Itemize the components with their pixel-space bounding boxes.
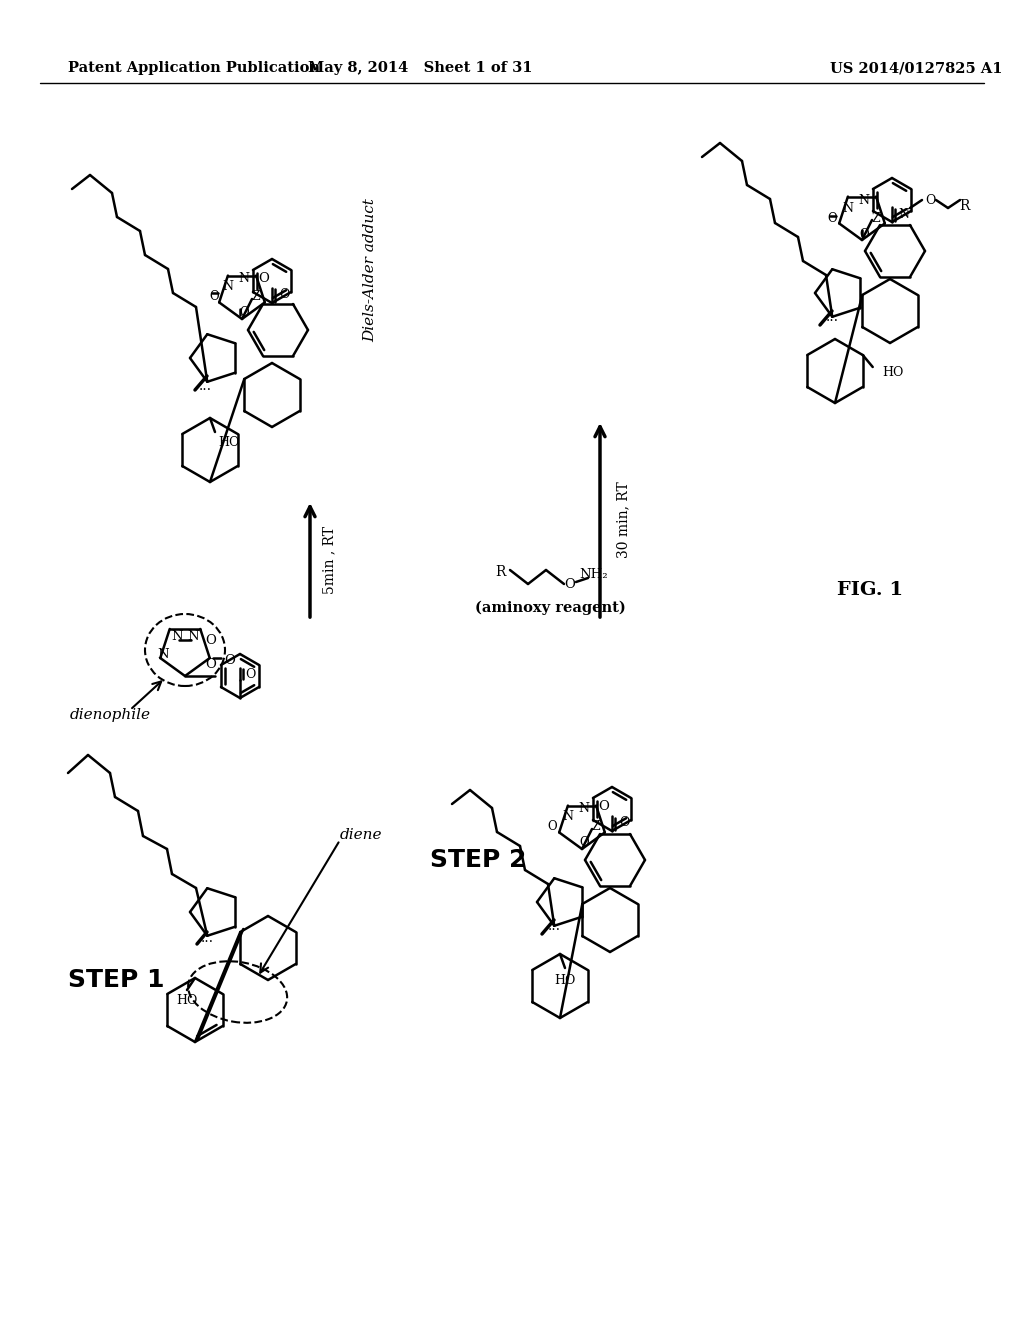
Text: Z: Z [592,821,600,833]
Text: (aminoxy reagent): (aminoxy reagent) [475,601,626,615]
Text: O: O [279,289,289,301]
Text: STEP 1: STEP 1 [68,968,165,993]
Text: N: N [562,810,573,824]
Text: HO: HO [883,367,904,380]
Text: O: O [564,578,575,590]
Text: O: O [245,668,255,681]
Text: O: O [259,272,269,285]
Text: N: N [898,207,909,220]
Text: O: O [206,657,216,671]
Text: ···: ··· [548,923,560,937]
Text: O: O [209,290,219,304]
Text: N: N [158,648,169,661]
Text: O: O [599,800,609,813]
Text: O: O [240,306,249,319]
Text: HO: HO [218,436,240,449]
Text: HO: HO [554,974,575,986]
Text: ···: ··· [199,383,212,397]
Text: O: O [618,817,629,829]
Text: R: R [495,565,505,579]
Text: Diels-Alder adduct: Diels-Alder adduct [362,198,377,342]
Text: N: N [239,272,250,285]
Text: N: N [579,803,590,816]
Text: Z: Z [252,290,260,304]
Text: N: N [858,194,869,206]
Text: O: O [827,211,837,224]
Text: Patent Application Publication: Patent Application Publication [68,61,319,75]
Text: May 8, 2014   Sheet 1 of 31: May 8, 2014 Sheet 1 of 31 [308,61,532,75]
Text: N: N [187,630,199,643]
Text: O: O [206,634,216,647]
Text: N: N [843,202,853,214]
Text: ···: ··· [825,314,839,327]
Text: O: O [925,194,935,206]
Text: NH₂: NH₂ [580,569,608,582]
Text: dienophile: dienophile [70,708,151,722]
Text: STEP 2: STEP 2 [430,847,526,873]
Text: O: O [580,837,589,850]
Text: 5min , RT: 5min , RT [322,525,336,594]
Text: N: N [171,630,183,643]
Text: O: O [224,653,236,667]
Text: ···: ··· [201,935,214,949]
Text: FIG. 1: FIG. 1 [837,581,903,599]
Text: HO: HO [176,994,198,1006]
Text: diene: diene [340,828,383,842]
Text: R: R [958,199,969,213]
Text: Z: Z [871,211,881,224]
Text: O: O [547,821,557,833]
Text: 30 min, RT: 30 min, RT [616,482,630,558]
Text: N: N [222,281,233,293]
Text: O: O [859,227,868,240]
Text: US 2014/0127825 A1: US 2014/0127825 A1 [830,61,1002,75]
